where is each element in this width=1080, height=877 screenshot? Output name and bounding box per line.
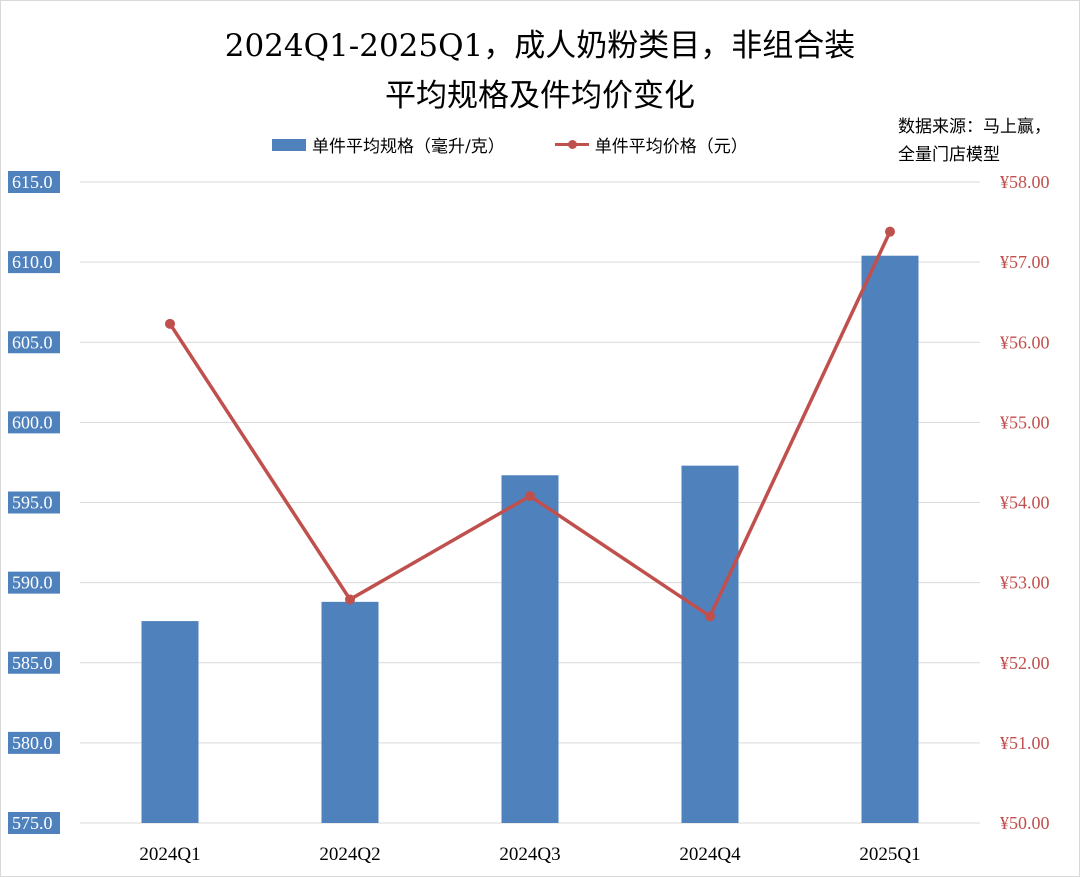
bar — [501, 475, 559, 823]
y-left-tick-bg — [8, 651, 60, 674]
y-left-tick-label: 575.0 — [12, 813, 53, 833]
y-right-tick-label: ¥54.00 — [1000, 493, 1050, 513]
x-tick-label: 2024Q3 — [499, 844, 560, 865]
y-left-tick-bg — [8, 251, 60, 274]
x-tick-label: 2025Q1 — [859, 844, 920, 865]
y-left-tick-bg — [8, 171, 60, 193]
source-note-line1: 数据来源：马上赢， — [898, 117, 1051, 137]
y-right-tick-label: ¥55.00 — [1000, 412, 1050, 432]
y-right-tick-label: ¥58.00 — [1000, 172, 1050, 192]
price-point — [525, 491, 535, 502]
y-left-tick-label: 595.0 — [12, 493, 53, 513]
y-left-tick-label: 585.0 — [12, 653, 53, 673]
legend-label-bar: 单件平均规格（毫升/克） — [312, 137, 505, 157]
bar — [141, 621, 199, 823]
legend-swatch-line — [554, 140, 589, 149]
price-point — [885, 226, 895, 237]
y-left-tick-label: 600.0 — [12, 412, 53, 432]
y-left-tick-bg — [8, 331, 60, 354]
y-right-tick-label: ¥52.00 — [1000, 653, 1050, 673]
bar — [681, 465, 739, 823]
legend-label-line: 单件平均价格（元） — [594, 137, 748, 157]
y-left-tick-bg — [8, 491, 60, 514]
y-left-tick-bg — [8, 731, 60, 754]
legend-item-line: 单件平均价格（元） — [554, 132, 748, 157]
chart-title-line1: 2024Q1-2025Q1，成人奶粉类目，非组合装 — [224, 28, 856, 64]
legend: 单件平均规格（毫升/克） 单件平均价格（元） — [272, 132, 798, 157]
x-tick-label: 2024Q4 — [679, 844, 741, 865]
bar — [861, 255, 919, 824]
price-point — [705, 611, 715, 622]
chart-title-line2: 平均规格及件均价变化 — [385, 78, 695, 114]
bar — [321, 601, 379, 823]
x-tick-label: 2024Q2 — [319, 844, 380, 865]
y-left-tick-bg — [8, 812, 60, 834]
y-left-tick-label: 605.0 — [12, 332, 53, 352]
x-tick-label: 2024Q1 — [139, 844, 200, 865]
price-point — [345, 594, 355, 605]
y-right-tick-label: ¥53.00 — [1000, 573, 1050, 593]
y-right-tick-label: ¥56.00 — [1000, 332, 1050, 352]
y-left-tick-label: 590.0 — [12, 573, 53, 593]
legend-swatch-bar — [272, 138, 306, 151]
y-left-tick-bg — [8, 571, 60, 594]
y-left-tick-bg — [8, 411, 60, 434]
source-note-line2: 全量门店模型 — [898, 145, 1000, 165]
y-left-tick-label: 615.0 — [12, 172, 53, 192]
y-left-tick-label: 610.0 — [12, 252, 53, 272]
y-left-tick-label: 580.0 — [12, 733, 53, 753]
y-right-tick-label: ¥50.00 — [1000, 813, 1050, 833]
legend-item-bar: 单件平均规格（毫升/克） — [272, 132, 505, 157]
price-point — [165, 318, 175, 329]
y-right-tick-label: ¥57.00 — [1000, 252, 1050, 272]
y-right-tick-label: ¥51.00 — [1000, 733, 1050, 753]
